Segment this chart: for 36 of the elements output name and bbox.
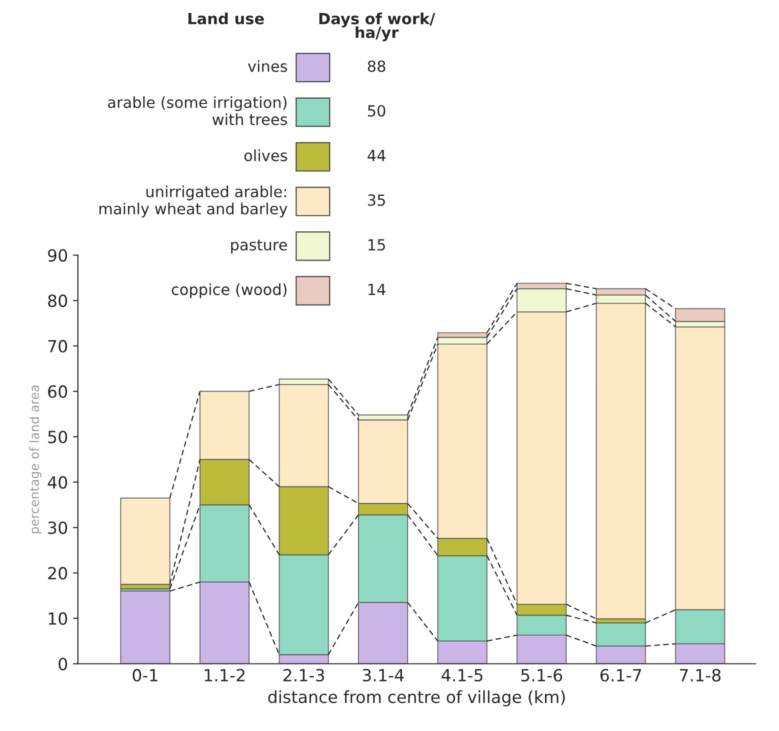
x-tick-label: 2.1-3 <box>283 668 324 682</box>
y-tick-label: 10 <box>48 612 68 625</box>
legend-label: vines <box>248 60 288 72</box>
y-tick-label: 60 <box>48 385 68 398</box>
text: Days of work/ ha/yr <box>319 12 436 42</box>
legend-label: arable (some irrigation) with trees <box>108 96 288 126</box>
text: 50 <box>368 105 386 117</box>
y-tick-label: 0 <box>58 658 68 670</box>
annotation: 14 <box>368 284 386 295</box>
x-tick-label: 1.1-2 <box>204 668 244 682</box>
y-tick-label: 80 <box>48 294 68 308</box>
y-axis-title: percentage of land area <box>29 386 42 534</box>
legend-label: coppice (wood) <box>172 283 286 298</box>
x-tick-label: 4.1-5 <box>442 669 482 682</box>
x-tick-label: 5.1-6 <box>521 668 562 682</box>
x-tick-label: 6.1-7 <box>600 668 642 682</box>
y-tick-label: 70 <box>48 340 68 352</box>
text: 35 <box>368 194 385 206</box>
bar <box>120 498 170 585</box>
legend-label: olives <box>244 149 288 162</box>
x-tick-label: 7.1-8 <box>680 668 721 682</box>
y-tick-label: 40 <box>48 476 68 489</box>
text: 88 <box>368 60 386 72</box>
text: 44 <box>368 150 386 162</box>
y-tick-label: 90 <box>48 249 68 262</box>
y-tick-label: 50 <box>48 430 68 444</box>
x-tick-label: 0-1 <box>132 668 158 682</box>
legend-label: pasture <box>231 240 287 254</box>
text: 15 <box>368 239 385 251</box>
y-tick-label: 20 <box>48 566 68 580</box>
x-tick-label: 3.1-4 <box>362 668 404 682</box>
legend-label: unirrigated arable: mainly wheat and barley <box>99 186 288 218</box>
x-axis-title: distance from centre of village (km) <box>268 690 565 706</box>
legend-title: Land use <box>188 12 264 24</box>
bar <box>120 590 170 664</box>
y-tick-label: 30 <box>48 522 68 534</box>
